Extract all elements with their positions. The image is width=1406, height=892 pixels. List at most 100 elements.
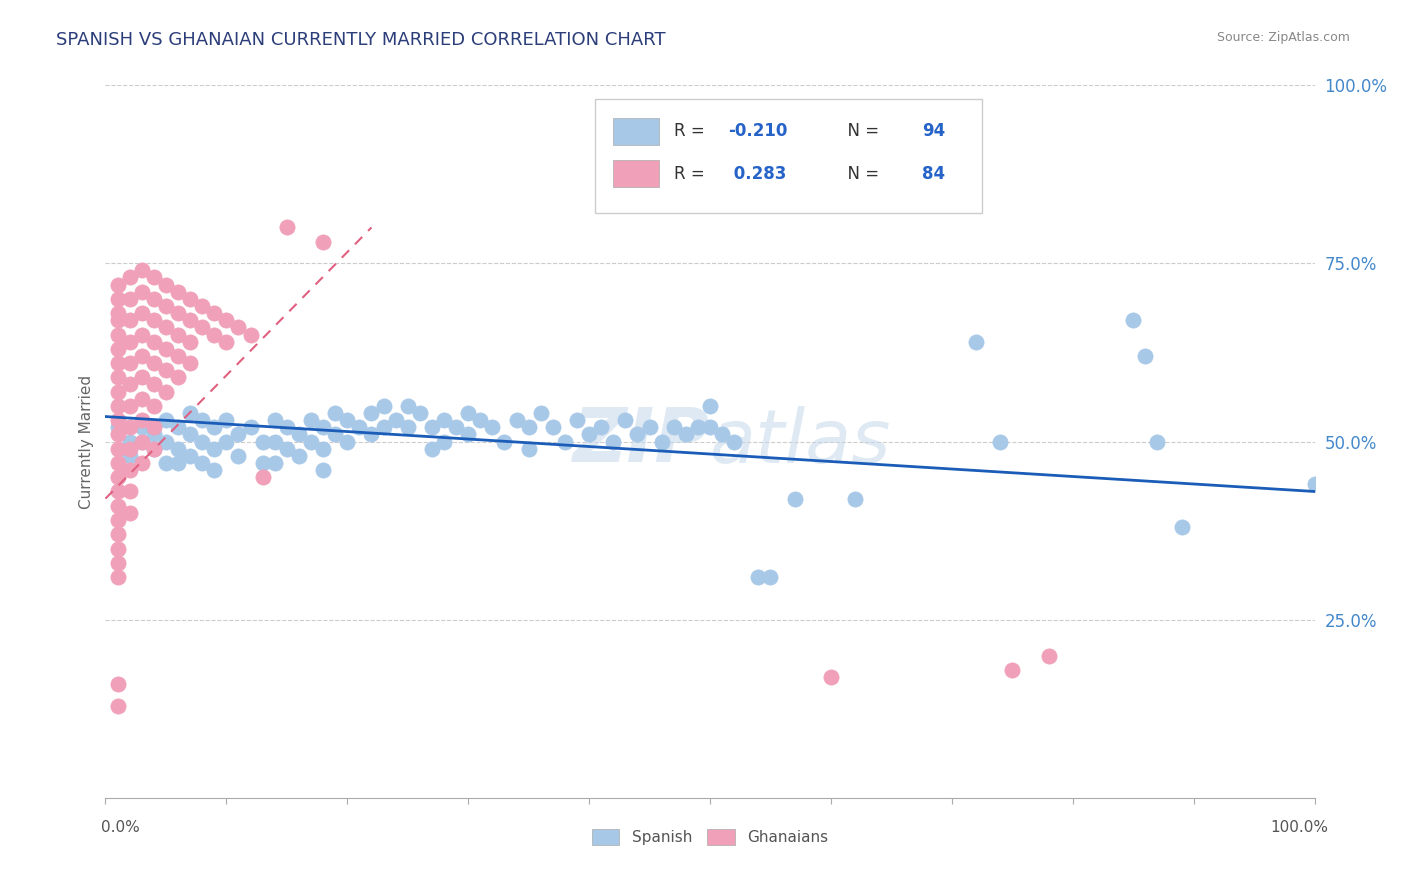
Point bbox=[252, 456, 274, 470]
Point bbox=[142, 399, 165, 413]
Point bbox=[118, 334, 141, 349]
Point bbox=[517, 442, 540, 456]
Y-axis label: Currently Married: Currently Married bbox=[79, 375, 94, 508]
Point bbox=[142, 292, 165, 306]
Point bbox=[323, 427, 346, 442]
Point bbox=[155, 320, 177, 334]
Point bbox=[349, 420, 371, 434]
Point bbox=[470, 413, 492, 427]
Point bbox=[118, 399, 141, 413]
Point bbox=[167, 456, 190, 470]
Point bbox=[118, 420, 141, 434]
Point bbox=[107, 313, 129, 327]
Point bbox=[131, 413, 153, 427]
Point bbox=[747, 570, 769, 584]
Point bbox=[179, 313, 201, 327]
Point bbox=[118, 292, 141, 306]
Point bbox=[118, 377, 141, 392]
Point bbox=[191, 299, 214, 313]
Text: N =: N = bbox=[837, 165, 884, 183]
Point bbox=[142, 356, 165, 370]
Point bbox=[155, 456, 177, 470]
Point bbox=[155, 277, 177, 292]
Point bbox=[107, 442, 129, 456]
Point bbox=[336, 434, 359, 449]
Point bbox=[155, 413, 177, 427]
Text: 0.283: 0.283 bbox=[728, 165, 786, 183]
Point bbox=[118, 313, 141, 327]
Point bbox=[202, 442, 225, 456]
Point bbox=[131, 434, 153, 449]
Point bbox=[167, 349, 190, 363]
Point bbox=[179, 406, 201, 420]
Point bbox=[288, 427, 311, 442]
Point bbox=[131, 285, 153, 299]
Point bbox=[578, 427, 600, 442]
FancyBboxPatch shape bbox=[613, 161, 659, 187]
Point bbox=[228, 449, 250, 463]
Point bbox=[107, 370, 129, 384]
Point bbox=[107, 541, 129, 556]
Point bbox=[131, 327, 153, 342]
Point bbox=[373, 399, 395, 413]
Point bbox=[239, 420, 262, 434]
Point bbox=[299, 413, 322, 427]
Point bbox=[167, 327, 190, 342]
Point bbox=[142, 270, 165, 285]
Point bbox=[107, 456, 129, 470]
Point bbox=[107, 570, 129, 584]
Point bbox=[541, 420, 564, 434]
Point bbox=[444, 420, 467, 434]
Point bbox=[179, 449, 201, 463]
Point bbox=[118, 434, 141, 449]
Point bbox=[1303, 477, 1326, 491]
Point bbox=[107, 427, 129, 442]
Text: R =: R = bbox=[673, 122, 710, 140]
Point bbox=[155, 342, 177, 356]
Point bbox=[228, 427, 250, 442]
Text: ZIP: ZIP bbox=[572, 405, 710, 478]
Text: 94: 94 bbox=[922, 122, 945, 140]
Point bbox=[131, 420, 153, 434]
Point bbox=[215, 434, 238, 449]
Point bbox=[107, 470, 129, 484]
Point bbox=[191, 434, 214, 449]
Point bbox=[675, 427, 697, 442]
Text: N =: N = bbox=[837, 122, 884, 140]
FancyBboxPatch shape bbox=[613, 118, 659, 145]
Point bbox=[651, 434, 673, 449]
Point bbox=[759, 570, 782, 584]
Point bbox=[360, 427, 382, 442]
Point bbox=[263, 413, 285, 427]
Point bbox=[131, 263, 153, 277]
Point bbox=[142, 442, 165, 456]
Point bbox=[107, 399, 129, 413]
Point bbox=[420, 442, 443, 456]
Point bbox=[131, 434, 153, 449]
Point bbox=[142, 420, 165, 434]
Point bbox=[202, 420, 225, 434]
Point bbox=[591, 420, 613, 434]
Point bbox=[142, 334, 165, 349]
Point bbox=[228, 320, 250, 334]
Point bbox=[107, 384, 129, 399]
Point bbox=[396, 399, 419, 413]
Point bbox=[191, 413, 214, 427]
Point bbox=[626, 427, 648, 442]
Point bbox=[118, 270, 141, 285]
Point bbox=[360, 406, 382, 420]
Point bbox=[384, 413, 406, 427]
Point bbox=[723, 434, 745, 449]
Point bbox=[1170, 520, 1192, 534]
Point bbox=[844, 491, 866, 506]
Point bbox=[239, 327, 262, 342]
Point bbox=[107, 698, 129, 713]
Point bbox=[107, 420, 129, 434]
Point bbox=[107, 342, 129, 356]
Point bbox=[288, 449, 311, 463]
Point bbox=[107, 556, 129, 570]
Point bbox=[107, 277, 129, 292]
Point bbox=[118, 506, 141, 520]
Point bbox=[118, 463, 141, 477]
Point bbox=[179, 427, 201, 442]
